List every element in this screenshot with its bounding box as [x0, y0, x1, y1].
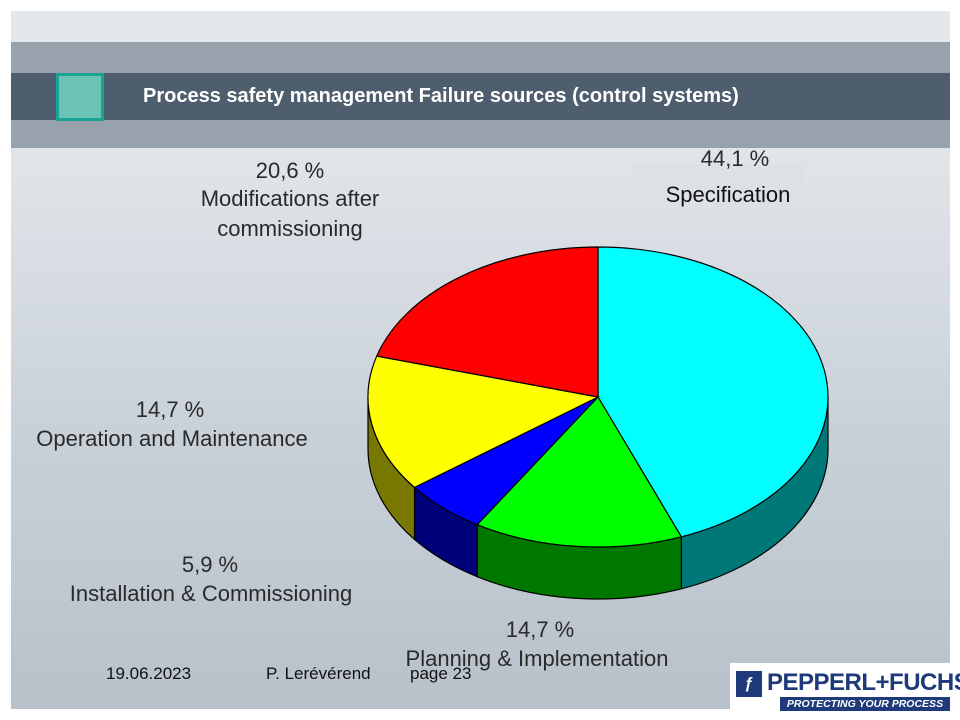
logo-tagline: PROTECTING YOUR PROCESS: [780, 697, 950, 711]
slice-percent-operation: 14,7 %: [135, 397, 205, 422]
title-bar: [11, 73, 950, 120]
slice-label-installation: Installation & Commissioning: [69, 581, 353, 606]
slide-title: Process safety management Failure source…: [143, 85, 739, 107]
pie-slice-specification: [597, 246, 829, 538]
logo-name: PEPPERL+FUCHS: [767, 669, 960, 696]
slice-label-planning: Planning & Implementation: [405, 646, 669, 671]
pie-slice-planning-implementation: [476, 396, 683, 548]
slice-percent-modifications: 20,6 %: [255, 158, 325, 183]
slice-label-operation: Operation and Maintenance: [36, 426, 308, 451]
company-logo: ƒ PEPPERL+FUCHS PROTECTING YOUR PROCESS: [730, 663, 960, 715]
slice-label-modifications-line2: commissioning: [217, 216, 363, 241]
footer-page: page 23: [410, 664, 472, 683]
header-top-band: [11, 11, 950, 42]
footer-date: 19.06.2023: [106, 664, 192, 683]
pie-slice-operation-and-maintenance: [367, 355, 600, 489]
slice-percent-installation: 5,9 %: [181, 552, 239, 577]
slice-percent-planning: 14,7 %: [505, 617, 575, 642]
slice-label-specification: Specification: [665, 182, 791, 207]
logo-mark-icon: ƒ: [736, 671, 762, 697]
pie-slice-modifications-after-commissioning: [375, 246, 599, 398]
footer-author: P. Lerévérend: [266, 664, 371, 683]
specification-label-box: [632, 164, 804, 204]
slice-label-modifications-line1: Modifications after: [200, 186, 380, 211]
slice-percent-specification: 44,1 %: [700, 146, 770, 171]
title-square-icon: [56, 73, 104, 121]
